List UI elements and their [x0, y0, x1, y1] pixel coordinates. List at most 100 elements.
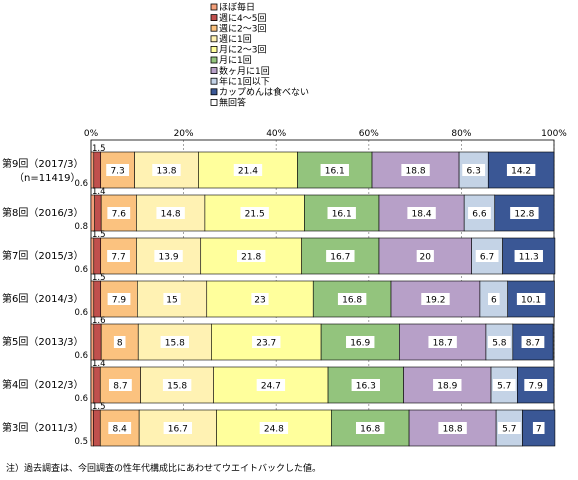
- legend-label-4: 週に1回: [219, 34, 252, 45]
- legend-swatch-5: [210, 46, 218, 53]
- data-label-r6-s1: 0.6: [74, 394, 88, 404]
- data-label-r1-s9: 14.2: [511, 166, 531, 176]
- data-label-r5-s6: 16.9: [350, 338, 370, 348]
- data-label-r3-s2: 1.5: [92, 230, 106, 240]
- data-label-bg-r7-s5: [259, 422, 289, 434]
- data-label-r6-s8: 5.7: [497, 381, 511, 391]
- legend-swatch-2: [210, 14, 218, 22]
- bar-r1-s1: [90, 151, 95, 189]
- data-label-r7-s1: 0.5: [74, 437, 88, 447]
- bar-r4-s2: [93, 280, 102, 318]
- legend-swatch-8: [210, 77, 218, 85]
- data-label-r6-s5: 24.7: [261, 381, 281, 391]
- data-label-bg-r2-s8: [468, 207, 491, 219]
- data-label-r1-s7: 18.8: [406, 166, 426, 176]
- bar-r1-s7: [371, 151, 460, 189]
- data-label-bg-r6-s9: [524, 379, 548, 391]
- legend-label-3: 週に2～3回: [219, 23, 266, 34]
- x-tick-label-5: 100%: [541, 129, 567, 139]
- data-label-bg-r3-s8: [475, 250, 499, 262]
- data-label-bg-r3-s6: [326, 250, 355, 262]
- data-label-r5-s7: 18.7: [433, 338, 453, 348]
- data-label-bg-r4-s6: [337, 293, 367, 305]
- data-label-r3-s7: 20: [420, 252, 432, 262]
- data-label-r1-s5: 21.4: [238, 166, 258, 176]
- data-label-r4-s8: 6: [491, 295, 497, 305]
- data-label-r6-s2: 1.4: [92, 359, 106, 369]
- data-label-bg-r6-s5: [256, 379, 286, 391]
- legend-swatch-10: [210, 99, 218, 106]
- bar-r3-s2: [93, 237, 102, 275]
- x-tick-label-1: 20%: [174, 129, 194, 139]
- data-label-r1-s8: 6.3: [467, 166, 481, 176]
- data-label-r4-s4: 15: [166, 295, 177, 305]
- data-label-bg-r2-s5: [240, 207, 269, 219]
- data-label-r7-s5: 24.8: [264, 424, 284, 434]
- bar-r7-s2: [93, 409, 101, 447]
- data-label-bg-r1-s7: [401, 164, 430, 176]
- data-label-r2-s7: 18.4: [412, 209, 432, 219]
- data-label-r3-s5: 21.8: [241, 252, 261, 262]
- legend-label-2: 週に4～5回: [219, 13, 266, 24]
- data-label-bg-r3-s9: [514, 250, 543, 262]
- category-label-2: 第8回（2016/3）: [2, 206, 84, 219]
- data-label-r6-s9: 7.9: [529, 381, 544, 391]
- data-label-bg-r5-s5: [252, 336, 281, 348]
- data-label-bg-r7-s9: [532, 422, 545, 434]
- x-tick-label-4: 80%: [451, 129, 471, 139]
- legend-label-5: 月に2～3回: [219, 45, 266, 56]
- data-label-bg-r2-s6: [327, 207, 356, 219]
- legend-swatch-3: [210, 24, 218, 32]
- data-label-bg-r2-s4: [156, 207, 185, 219]
- category-label-3: 第7回（2015/3）: [2, 249, 84, 262]
- data-label-r6-s6: 16.3: [356, 381, 376, 391]
- data-label-bg-r7-s7: [438, 422, 467, 434]
- data-label-r5-s2: 1.6: [92, 316, 106, 326]
- data-label-r1-s6: 16.1: [325, 166, 345, 176]
- data-label-bg-r1-s6: [320, 164, 349, 176]
- data-label-r5-s5: 23.7: [256, 338, 276, 348]
- bar-r2-s1: [90, 194, 96, 232]
- data-label-r5-s4: 15.8: [165, 338, 185, 348]
- legend-swatch-1: [210, 3, 218, 11]
- category-label-7: 第3回（2011/3）: [2, 421, 84, 434]
- data-label-bg-r7-s6: [355, 422, 385, 434]
- data-label-bg-r2-s7: [407, 207, 436, 219]
- data-label-r1-s1: 0.6: [74, 179, 88, 189]
- data-label-bg-r4-s9: [516, 293, 546, 305]
- data-label-bg-r6-s4: [162, 379, 192, 391]
- data-label-r4-s1: 0.6: [74, 308, 88, 318]
- data-label-r7-s2: 1.5: [92, 402, 106, 412]
- data-label-r4-s2: 1.5: [92, 273, 106, 283]
- data-label-bg-r5-s4: [160, 336, 190, 348]
- legend-swatch-9: [210, 88, 218, 96]
- data-label-r6-s4: 15.8: [167, 381, 187, 391]
- legend-label-6: 月に1回: [219, 55, 252, 66]
- data-label-bg-r6-s6: [351, 379, 380, 391]
- bar-r4-s1: [90, 280, 95, 318]
- bar-r3-s1: [90, 237, 95, 275]
- data-label-r2-s2: 1.4: [92, 187, 106, 197]
- data-label-bg-r4-s3: [107, 293, 131, 305]
- legend-label-9: カップめんは食べない: [219, 86, 309, 98]
- data-label-bg-r7-s4: [163, 422, 193, 434]
- legend-label-8: 年に1回以下: [219, 75, 270, 87]
- data-label-bg-r5-s6: [346, 336, 375, 348]
- data-label-r7-s3: 8.4: [113, 424, 128, 434]
- data-label-r4-s6: 16.8: [342, 295, 362, 305]
- category-label-6: 第4回（2012/3）: [2, 378, 84, 391]
- bar-r6-s1: [90, 366, 95, 404]
- data-label-r2-s6: 16.1: [332, 209, 352, 219]
- legend-swatch-7: [210, 67, 218, 74]
- data-label-r2-s1: 0.8: [74, 222, 88, 232]
- data-label-r4-s9: 10.1: [521, 295, 541, 305]
- data-label-bg-r5-s8: [487, 336, 511, 348]
- data-label-r7-s4: 16.7: [168, 424, 188, 434]
- data-label-bg-r4-s7: [421, 293, 450, 305]
- data-label-bg-r4-s4: [163, 293, 181, 305]
- data-label-bg-r3-s4: [154, 250, 183, 262]
- data-label-bg-r1-s5: [233, 164, 263, 176]
- data-label-r1-s2: 1.5: [92, 144, 106, 154]
- chart-footnote: 注）過去調査は、今回調査の性年代構成比にあわせてウエイトバックした値。: [6, 464, 322, 474]
- data-label-bg-r1-s9: [506, 164, 536, 176]
